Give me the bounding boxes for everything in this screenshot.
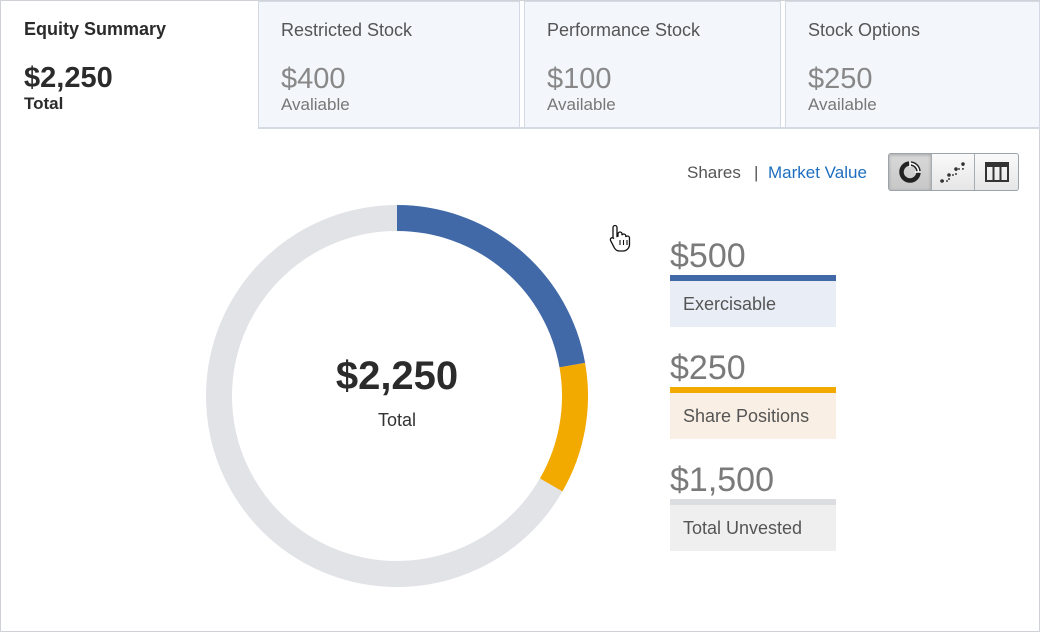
view-switcher [888,153,1019,191]
tab-title: Stock Options [808,20,921,40]
tab-equity-summary[interactable]: Equity Summary $2,250 Total [1,1,258,129]
donut-svg [206,205,588,587]
donut-slice-total-unvested[interactable] [206,205,563,587]
donut-center: $2,250 Total [206,205,588,587]
tab-title: Equity Summary [24,19,167,39]
tab-restricted-stock[interactable]: Restricted Stock $400 Avaliable [258,1,520,129]
market-value-toggle[interactable]: Market Value [768,163,867,182]
tab-stock-options[interactable]: Stock Options $250 Available [785,1,1040,129]
tab-performance-stock[interactable]: Performance Stock $100 Available [524,1,781,129]
tab-amount: $2,250 [24,62,113,94]
tab-subtitle: Total [24,94,64,113]
tab-title: Performance Stock [547,20,701,40]
tab-amount: $100 [547,63,612,95]
donut-slice-share-positions[interactable] [539,362,588,492]
legend-color-bar [670,499,836,505]
legend-exercisable[interactable]: $500 Exercisable [670,237,836,327]
donut-chart-icon [899,161,921,183]
legend-value: $250 [670,349,746,387]
tab-title: Restricted Stock [281,20,413,40]
table-view-button[interactable] [975,154,1018,190]
donut-total-value: $2,250 [335,353,459,398]
tab-amount: $250 [808,63,873,95]
legend-label: Exercisable [670,281,836,327]
legend-color-bar [670,275,836,281]
tab-divider [258,127,1039,129]
legend-total-unvested[interactable]: $1,500 Total Unvested [670,461,836,551]
table-columns-icon [984,162,1009,182]
tab-subtitle: Available [808,95,877,114]
legend-value: $500 [670,237,746,275]
step-chart-icon [940,162,965,183]
legend-label: Total Unvested [670,505,836,551]
donut-total-label: Total [377,409,417,430]
step-view-button[interactable] [932,154,975,190]
toggle-separator: | [754,163,759,182]
hand-cursor-icon [609,224,631,252]
shares-toggle[interactable]: Shares [687,163,741,182]
tab-subtitle: Available [547,95,616,114]
donut-slice-exercisable[interactable] [396,205,586,368]
legend-label: Share Positions [670,393,836,439]
tab-subtitle: Avaliable [281,95,350,114]
tab-amount: $400 [281,63,346,95]
legend-value: $1,500 [670,461,774,499]
legend-color-bar [670,387,836,393]
legend-share-positions[interactable]: $250 Share Positions [670,349,836,439]
donut-view-button[interactable] [889,154,932,190]
equity-donut-chart: $2,250 Total [206,205,588,587]
